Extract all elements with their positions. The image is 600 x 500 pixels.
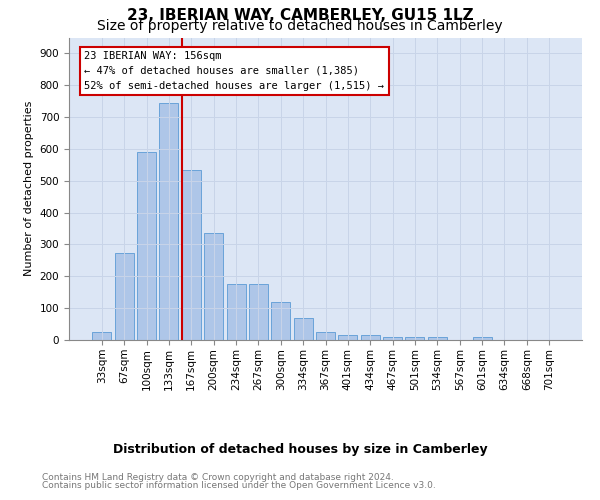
Text: Contains public sector information licensed under the Open Government Licence v3: Contains public sector information licen… <box>42 481 436 490</box>
Text: Distribution of detached houses by size in Camberley: Distribution of detached houses by size … <box>113 442 487 456</box>
Bar <box>383 337 402 340</box>
Bar <box>293 318 313 340</box>
Bar <box>227 284 245 340</box>
Text: 23, IBERIAN WAY, CAMBERLEY, GU15 1LZ: 23, IBERIAN WAY, CAMBERLEY, GU15 1LZ <box>127 8 473 22</box>
Bar <box>428 337 447 340</box>
Bar <box>316 332 335 340</box>
Bar <box>160 104 178 340</box>
Bar <box>204 234 223 340</box>
Bar <box>271 302 290 340</box>
Bar <box>182 170 201 340</box>
Y-axis label: Number of detached properties: Number of detached properties <box>24 101 34 276</box>
Bar <box>406 337 424 340</box>
Text: Size of property relative to detached houses in Camberley: Size of property relative to detached ho… <box>97 19 503 33</box>
Bar <box>361 335 380 340</box>
Bar <box>338 335 358 340</box>
Text: 23 IBERIAN WAY: 156sqm
← 47% of detached houses are smaller (1,385)
52% of semi-: 23 IBERIAN WAY: 156sqm ← 47% of detached… <box>85 51 385 90</box>
Bar <box>473 337 491 340</box>
Bar <box>115 253 134 340</box>
Bar <box>92 332 112 340</box>
Text: Contains HM Land Registry data © Crown copyright and database right 2024.: Contains HM Land Registry data © Crown c… <box>42 472 394 482</box>
Bar <box>249 284 268 340</box>
Bar <box>137 152 156 340</box>
